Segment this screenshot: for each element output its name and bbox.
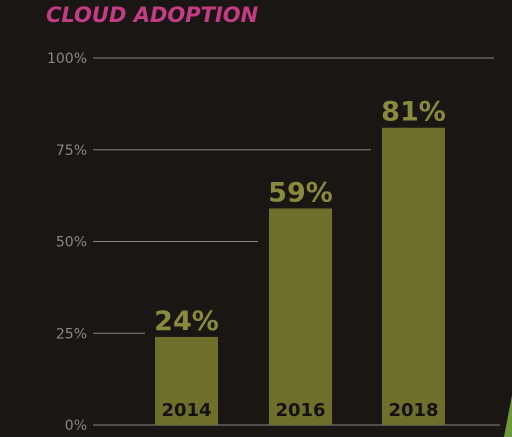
bar-2014 [155,336,218,425]
bars [155,127,445,425]
y-tick-label-25: 25% [56,326,87,342]
category-label-2018: 2018 [388,400,438,421]
chart-title: CLOUD ADOPTION [46,3,259,27]
bar-2018 [382,127,445,425]
category-label-2014: 2014 [161,400,211,421]
y-tick-label-100: 100% [47,51,87,67]
y-tick-label-50: 50% [56,235,87,251]
data-label-2018: 81% [381,97,446,128]
bar-2016 [269,208,332,425]
data-label-2016: 59% [268,177,333,208]
decorative-accent [504,395,512,437]
data-label-2014: 24% [154,306,219,337]
y-tick-label-75: 75% [56,143,87,159]
category-label-2016: 2016 [275,400,325,421]
data-labels: 24% 59% 81% [154,97,446,337]
y-axis-ticks: 0% 25% 50% 75% 100% [47,51,87,434]
category-labels: 2014 2016 2018 [161,400,438,421]
y-tick-label-0: 0% [65,418,87,434]
